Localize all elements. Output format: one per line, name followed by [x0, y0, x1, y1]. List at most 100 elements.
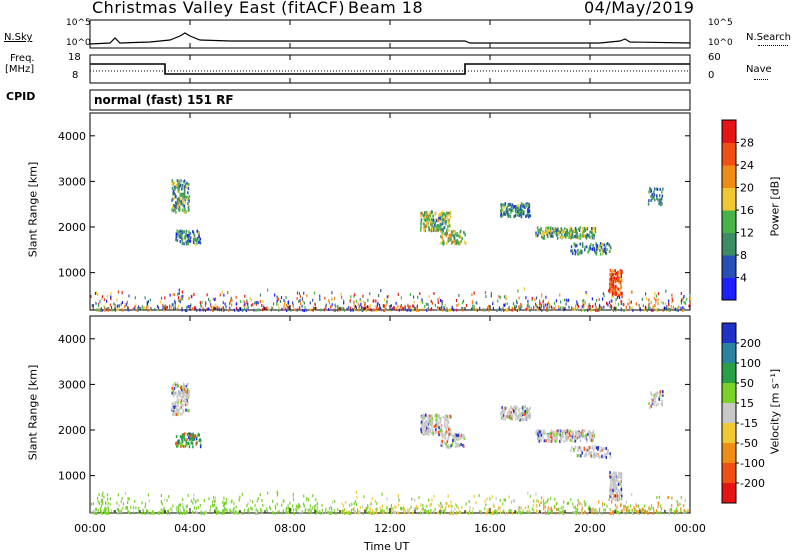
ground-scatter-cell: [117, 290, 119, 294]
ground-scatter-cell: [343, 511, 345, 515]
ground-scatter-cell: [365, 309, 367, 313]
ground-scatter-cell: [132, 307, 134, 311]
ground-scatter-cell: [648, 298, 650, 302]
ground-scatter-cell: [299, 512, 301, 515]
echo-cell: [550, 234, 553, 238]
ground-scatter-cell: [586, 292, 588, 296]
echo-cell: [609, 474, 611, 478]
ground-scatter-cell: [185, 510, 188, 514]
echo-cell: [177, 184, 179, 188]
echo-cell: [183, 184, 185, 188]
ground-scatter-cell: [161, 502, 163, 506]
echo-cell: [447, 425, 449, 429]
ground-scatter-cell: [450, 308, 452, 312]
ground-scatter-cell: [593, 511, 595, 515]
echo-cell: [501, 410, 503, 414]
echo-cell: [183, 383, 185, 387]
echo-cell: [179, 196, 181, 200]
echo-cell: [590, 230, 592, 234]
echo-cell: [528, 411, 530, 414]
ground-scatter-cell: [203, 511, 206, 515]
freq-trace: [90, 63, 690, 75]
ground-scatter-cell: [627, 509, 630, 513]
echo-cell: [179, 394, 181, 397]
echo-cell: [584, 453, 587, 457]
ground-scatter-cell: [319, 294, 321, 298]
echo-cell: [464, 232, 466, 236]
echo-cell: [525, 410, 528, 414]
echo-cell: [180, 443, 183, 447]
echo-cell: [176, 204, 179, 208]
echo-cell: [180, 405, 182, 409]
echo-cell: [182, 389, 184, 393]
ground-scatter-cell: [236, 512, 238, 516]
echo-cell: [182, 403, 184, 407]
ground-scatter-cell: [459, 510, 461, 514]
ground-scatter-cell: [110, 295, 112, 299]
ground-scatter-cell: [588, 505, 591, 509]
ground-scatter-cell: [443, 305, 445, 309]
ground-scatter-cell: [355, 299, 357, 303]
ground-scatter-cell: [178, 288, 180, 292]
echo-cell: [574, 439, 577, 443]
echo-cell: [502, 213, 504, 217]
echo-cell: [609, 289, 611, 293]
ground-scatter-cell: [243, 300, 245, 304]
echo-cell: [199, 241, 202, 245]
ground-scatter-cell: [413, 300, 415, 304]
echo-cell: [441, 238, 444, 242]
echo-cell: [523, 407, 525, 411]
ground-scatter-cell: [665, 289, 667, 293]
echo-cell: [445, 222, 447, 226]
echo-cell: [186, 438, 188, 442]
ground-scatter-cell: [441, 510, 443, 514]
echo-cell: [547, 234, 549, 238]
ground-scatter-cell: [174, 307, 177, 311]
ground-scatter-cell: [309, 301, 311, 305]
ground-scatter-cell: [498, 306, 500, 310]
ground-scatter-cell: [547, 511, 549, 515]
ground-scatter-cell: [369, 508, 371, 512]
ground-scatter-cell: [212, 504, 214, 508]
echo-cell: [610, 275, 613, 279]
echo-cell: [653, 187, 656, 191]
echo-cell: [173, 402, 175, 406]
ground-scatter-cell: [591, 308, 593, 311]
ground-scatter-cell: [193, 506, 195, 510]
ground-scatter-cell: [298, 300, 300, 304]
ground-scatter-cell: [650, 504, 653, 508]
ground-scatter-cell: [551, 305, 553, 309]
ground-scatter-cell: [121, 496, 123, 500]
ground-scatter-cell: [545, 306, 547, 310]
echo-cell: [524, 405, 527, 408]
echo-cell: [511, 407, 514, 411]
cpid-panel-frame: [89, 89, 691, 111]
echo-cell: [660, 393, 663, 397]
ground-scatter-cell: [558, 507, 560, 511]
ground-scatter-cell: [360, 299, 362, 303]
echo-cell: [555, 232, 557, 236]
ground-scatter-cell: [398, 308, 400, 312]
echo-cell: [570, 229, 572, 233]
ground-scatter-cell: [502, 307, 504, 311]
ground-scatter-cell: [365, 510, 367, 513]
echo-cell: [613, 488, 615, 492]
ground-scatter-cell: [449, 511, 451, 515]
echo-cell: [561, 232, 563, 236]
echo-cell: [441, 218, 444, 222]
echo-cell: [579, 242, 581, 246]
echo-cell: [457, 234, 460, 238]
ground-scatter-cell: [663, 306, 665, 310]
echo-cell: [575, 232, 578, 236]
ground-scatter-cell: [547, 506, 549, 510]
echo-cell: [500, 416, 503, 420]
echo-cell: [182, 445, 185, 448]
ground-scatter-cell: [230, 296, 232, 300]
echo-cell: [583, 229, 585, 233]
ground-scatter-cell: [587, 308, 589, 312]
echo-cell: [462, 436, 464, 440]
ground-scatter-cell: [563, 500, 565, 504]
ground-scatter-cell: [440, 298, 442, 302]
ground-scatter-cell: [233, 506, 235, 510]
ground-scatter-cell: [224, 302, 226, 306]
